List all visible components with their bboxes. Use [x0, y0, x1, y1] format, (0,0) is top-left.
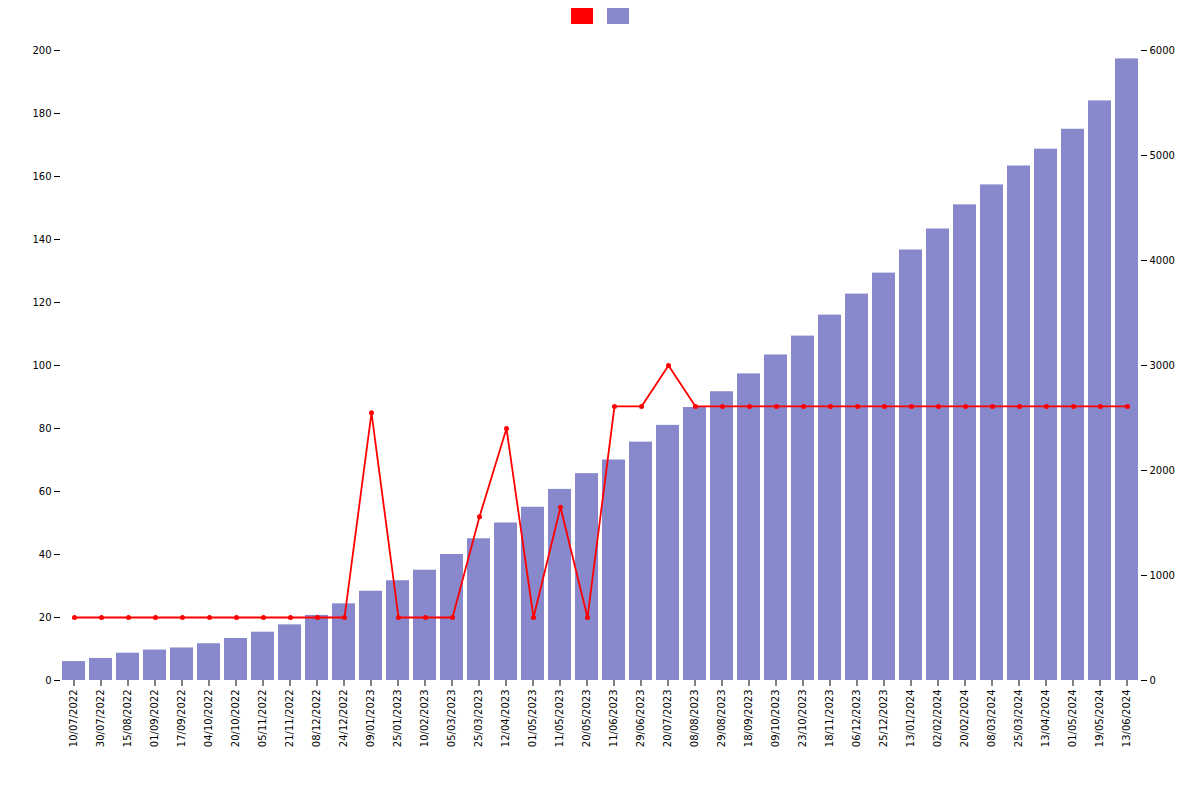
svg-text:13/04/2024: 13/04/2024 — [1040, 690, 1051, 748]
svg-text:120: 120 — [32, 297, 51, 308]
svg-text:09/01/2023: 09/01/2023 — [365, 690, 376, 748]
svg-text:05/03/2023: 05/03/2023 — [446, 690, 457, 748]
svg-text:01/05/2023: 01/05/2023 — [527, 690, 538, 748]
svg-text:18/09/2023: 18/09/2023 — [743, 690, 754, 748]
svg-text:01/05/2024: 01/05/2024 — [1067, 690, 1078, 748]
svg-text:100: 100 — [32, 360, 51, 371]
svg-text:08/08/2023: 08/08/2023 — [689, 690, 700, 748]
svg-text:25/03/2023: 25/03/2023 — [473, 690, 484, 748]
svg-text:25/12/2023: 25/12/2023 — [878, 690, 889, 748]
svg-text:25/01/2023: 25/01/2023 — [392, 690, 403, 748]
svg-text:18/11/2023: 18/11/2023 — [824, 690, 835, 748]
svg-text:06/12/2023: 06/12/2023 — [851, 690, 862, 748]
svg-text:09/10/2023: 09/10/2023 — [770, 690, 781, 748]
svg-text:25/03/2024: 25/03/2024 — [1013, 690, 1024, 748]
svg-text:13/01/2024: 13/01/2024 — [905, 690, 916, 748]
svg-text:140: 140 — [32, 234, 51, 245]
svg-text:40: 40 — [39, 549, 52, 560]
svg-text:05/11/2022: 05/11/2022 — [257, 690, 268, 748]
svg-text:23/10/2023: 23/10/2023 — [797, 690, 808, 748]
svg-text:17/09/2022: 17/09/2022 — [176, 690, 187, 748]
svg-text:13/06/2024: 13/06/2024 — [1121, 690, 1132, 748]
svg-text:2000: 2000 — [1150, 465, 1175, 476]
svg-text:08/03/2024: 08/03/2024 — [986, 690, 997, 748]
svg-text:12/04/2023: 12/04/2023 — [500, 690, 511, 748]
svg-text:20/02/2024: 20/02/2024 — [959, 690, 970, 748]
svg-text:5000: 5000 — [1150, 150, 1175, 161]
svg-text:11/05/2023: 11/05/2023 — [554, 690, 565, 748]
svg-text:60: 60 — [39, 486, 52, 497]
svg-text:20/10/2022: 20/10/2022 — [230, 690, 241, 748]
svg-text:29/08/2023: 29/08/2023 — [716, 690, 727, 748]
svg-text:08/12/2022: 08/12/2022 — [311, 690, 322, 748]
svg-text:0: 0 — [45, 675, 51, 686]
svg-text:20/05/2023: 20/05/2023 — [581, 690, 592, 748]
svg-text:10/07/2022: 10/07/2022 — [68, 690, 79, 748]
svg-text:24/12/2022: 24/12/2022 — [338, 690, 349, 748]
svg-text:02/02/2024: 02/02/2024 — [932, 690, 943, 748]
svg-text:21/11/2022: 21/11/2022 — [284, 690, 295, 748]
svg-text:3000: 3000 — [1150, 360, 1175, 371]
svg-text:04/10/2022: 04/10/2022 — [203, 690, 214, 748]
svg-text:15/08/2022: 15/08/2022 — [122, 690, 133, 748]
svg-text:200: 200 — [32, 45, 51, 56]
svg-text:20: 20 — [39, 612, 52, 623]
svg-text:80: 80 — [39, 423, 52, 434]
svg-text:4000: 4000 — [1150, 255, 1175, 266]
svg-text:30/07/2022: 30/07/2022 — [95, 690, 106, 748]
svg-text:1000: 1000 — [1150, 570, 1175, 581]
svg-text:10/02/2023: 10/02/2023 — [419, 690, 430, 748]
svg-text:29/06/2023: 29/06/2023 — [635, 690, 646, 748]
svg-text:20/07/2023: 20/07/2023 — [662, 690, 673, 748]
svg-text:6000: 6000 — [1150, 45, 1175, 56]
svg-text:0: 0 — [1150, 675, 1156, 686]
svg-text:19/05/2024: 19/05/2024 — [1094, 690, 1105, 748]
svg-text:01/09/2022: 01/09/2022 — [149, 690, 160, 748]
svg-text:11/06/2023: 11/06/2023 — [608, 690, 619, 748]
svg-text:180: 180 — [32, 108, 51, 119]
svg-text:160: 160 — [32, 171, 51, 182]
